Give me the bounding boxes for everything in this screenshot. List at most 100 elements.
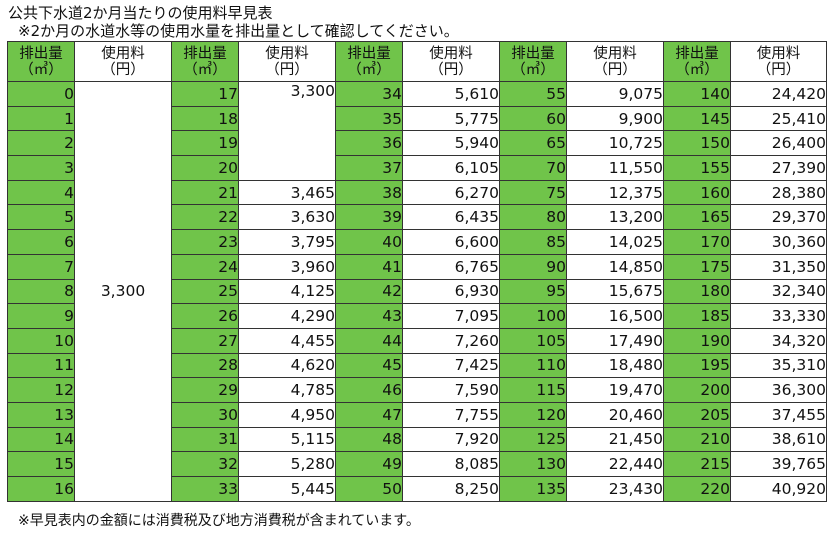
fee-cell: 40,920 <box>730 476 827 502</box>
volume-cell: 17 <box>171 81 239 107</box>
volume-cell: 14 <box>7 426 75 453</box>
volume-cell: 55 <box>499 81 567 107</box>
table-row: 5 22 3,630 39 6,435 80 13,200 165 29,370 <box>7 204 827 231</box>
fee-cell: 6,930 <box>402 278 500 305</box>
fee-cell: 31,350 <box>730 253 827 280</box>
fee-cell: 20,460 <box>566 401 664 428</box>
volume-cell: 11 <box>7 352 75 379</box>
volume-cell: 215 <box>663 451 731 477</box>
table-row: 10 27 4,455 44 7,260 105 17,490 190 34,320 <box>7 327 827 354</box>
volume-cell: 45 <box>335 352 403 379</box>
fee-cell: 24,420 <box>730 81 827 107</box>
volume-cell: 140 <box>663 81 731 107</box>
table-row: 2 19 36 5,940 65 10,725 150 26,400 <box>7 130 827 157</box>
table-row: 12 29 4,785 46 7,590 115 19,470 200 36,300 <box>7 377 827 403</box>
fee-cell: 7,260 <box>402 327 500 354</box>
fee-cell: 13,200 <box>566 204 664 231</box>
fee-cell: 8,250 <box>402 476 500 502</box>
header-volume: 排出量 （㎥） <box>171 41 239 82</box>
fee-cell: 6,600 <box>402 229 500 255</box>
volume-cell: 24 <box>171 253 239 280</box>
fee-cell: 4,455 <box>238 327 336 354</box>
fee-cell: 5,775 <box>402 105 500 132</box>
volume-cell: 4 <box>7 179 75 206</box>
header-fee: 使用料 （円） <box>730 41 827 82</box>
fee-cell: 5,280 <box>238 451 336 477</box>
fee-cell: 39,765 <box>730 451 827 477</box>
volume-cell: 170 <box>663 229 731 255</box>
volume-cell: 37 <box>335 155 403 181</box>
table-row: 6 23 3,795 40 6,600 85 14,025 170 30,360 <box>7 229 827 255</box>
table-row: 1 18 35 5,775 60 9,900 145 25,410 <box>7 105 827 132</box>
fee-cell: 16,500 <box>566 303 664 329</box>
volume-cell: 160 <box>663 179 731 206</box>
fee-cell: 30,360 <box>730 229 827 255</box>
page-subtitle: ※2か月の水道水等の使用水量を排出量として確認してください。 <box>18 22 459 40</box>
volume-cell: 9 <box>7 303 75 329</box>
volume-cell: 21 <box>171 179 239 206</box>
fee-cell: 14,025 <box>566 229 664 255</box>
volume-cell: 26 <box>171 303 239 329</box>
volume-cell: 135 <box>499 476 567 502</box>
volume-cell: 46 <box>335 377 403 403</box>
volume-cell: 195 <box>663 352 731 379</box>
header-fee: 使用料 （円） <box>238 41 336 82</box>
volume-cell: 190 <box>663 327 731 354</box>
fee-cell: 14,850 <box>566 253 664 280</box>
table-row: 13 30 4,950 47 7,755 120 20,460 205 37,455 <box>7 401 827 428</box>
fee-table: 排出量 （㎥） 使用料 （円） 排出量 （㎥） 使用料 （円） 排出量 （㎥） 使用料 （円… <box>7 41 827 502</box>
fee-cell-merged: 3,300 <box>238 81 336 181</box>
table-row: 11 28 4,620 45 7,425 110 18,480 195 35,310 <box>7 352 827 379</box>
volume-cell: 100 <box>499 303 567 329</box>
volume-cell: 29 <box>171 377 239 403</box>
fee-cell: 19,470 <box>566 377 664 403</box>
volume-cell: 70 <box>499 155 567 181</box>
volume-cell: 200 <box>663 377 731 403</box>
volume-cell: 19 <box>171 130 239 157</box>
table-row: 16 33 5,445 50 8,250 135 23,430 220 40,920 <box>7 476 827 502</box>
fee-cell: 12,375 <box>566 179 664 206</box>
fee-cell: 3,630 <box>238 204 336 231</box>
fee-cell: 34,320 <box>730 327 827 354</box>
fee-cell: 4,125 <box>238 278 336 305</box>
volume-cell: 44 <box>335 327 403 354</box>
volume-cell: 120 <box>499 401 567 428</box>
volume-cell: 85 <box>499 229 567 255</box>
fee-cell: 10,725 <box>566 130 664 157</box>
fee-cell: 7,920 <box>402 426 500 453</box>
fee-cell: 33,330 <box>730 303 827 329</box>
volume-cell: 80 <box>499 204 567 231</box>
volume-cell: 185 <box>663 303 731 329</box>
volume-cell: 180 <box>663 278 731 305</box>
fee-cell: 5,115 <box>238 426 336 453</box>
volume-cell: 5 <box>7 204 75 231</box>
volume-cell: 27 <box>171 327 239 354</box>
volume-cell: 3 <box>7 155 75 181</box>
fee-cell: 22,440 <box>566 451 664 477</box>
volume-cell: 115 <box>499 377 567 403</box>
fee-cell: 28,380 <box>730 179 827 206</box>
volume-cell: 60 <box>499 105 567 132</box>
fee-cell: 4,620 <box>238 352 336 379</box>
header-fee: 使用料 （円） <box>566 41 664 82</box>
header-row: 排出量 （㎥） 使用料 （円） 排出量 （㎥） 使用料 （円） 排出量 （㎥） 使用料 （円… <box>7 41 827 82</box>
fee-cell: 3,465 <box>238 179 336 206</box>
volume-cell: 65 <box>499 130 567 157</box>
header-volume: 排出量 （㎥） <box>7 41 75 82</box>
volume-cell: 105 <box>499 327 567 354</box>
table-row: 9 26 4,290 43 7,095 100 16,500 185 33,330 <box>7 303 827 329</box>
fee-cell: 15,675 <box>566 278 664 305</box>
fee-cell: 6,270 <box>402 179 500 206</box>
footnote: ※早見表内の金額には消費税及び地方消費税が含まれています。 <box>18 513 420 529</box>
fee-cell: 6,105 <box>402 155 500 181</box>
fee-cell: 8,085 <box>402 451 500 477</box>
fee-cell: 4,785 <box>238 377 336 403</box>
header-volume: 排出量 （㎥） <box>335 41 403 82</box>
volume-cell: 33 <box>171 476 239 502</box>
fee-cell: 17,490 <box>566 327 664 354</box>
volume-cell: 25 <box>171 278 239 305</box>
volume-cell: 6 <box>7 229 75 255</box>
table-row: 7 24 3,960 41 6,765 90 14,850 175 31,350 <box>7 253 827 280</box>
fee-cell-merged: 3,300 <box>74 81 172 502</box>
fee-cell: 32,340 <box>730 278 827 305</box>
